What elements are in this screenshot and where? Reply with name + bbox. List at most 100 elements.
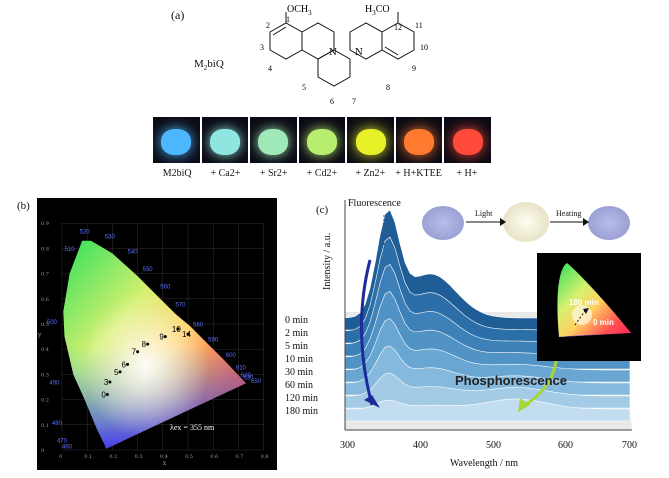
excitation-label: λex = 355 nm bbox=[170, 423, 215, 432]
cie-wavelength-tick: 570 bbox=[175, 302, 186, 308]
cie-x-tick: 0 bbox=[59, 454, 62, 460]
inset-label-0: 0 min bbox=[593, 318, 614, 327]
cie-point-label: 8 bbox=[142, 340, 147, 349]
cie-point-label: 9 bbox=[159, 333, 164, 342]
arrow-head-blue bbox=[364, 395, 380, 408]
atom-7: 7 bbox=[352, 97, 356, 106]
cie-point-label: 14 bbox=[182, 330, 191, 339]
substituent-right-h: H bbox=[365, 4, 372, 15]
cie-point bbox=[126, 362, 130, 366]
sample-after-photo bbox=[588, 206, 630, 240]
vial-photo bbox=[395, 117, 443, 163]
cie-x-tick: 0.5 bbox=[185, 454, 193, 460]
atom-5: 5 bbox=[302, 83, 306, 92]
cie-point bbox=[108, 380, 112, 384]
atom-4: 4 bbox=[268, 64, 272, 73]
x-tick: 400 bbox=[413, 440, 428, 451]
cie-x-label: x bbox=[163, 460, 167, 467]
fluorescence-label: Fluorescence bbox=[348, 198, 401, 209]
cie-wavelength-tick: 490 bbox=[49, 380, 60, 386]
substituent-right-tail: CO bbox=[376, 4, 390, 15]
panel-c-label: (c) bbox=[316, 204, 329, 216]
cie-point bbox=[105, 393, 109, 397]
cie-x-tick: 0.1 bbox=[84, 454, 92, 460]
cie-point bbox=[118, 370, 122, 374]
phosphorescence-label: Phosphorescence bbox=[455, 373, 567, 388]
series-label: 2 min bbox=[285, 328, 309, 339]
vial-photo bbox=[298, 117, 346, 163]
vial-photo bbox=[444, 117, 492, 163]
cie-wavelength-tick: 600 bbox=[226, 353, 237, 359]
atom-9: 9 bbox=[412, 64, 416, 73]
process-arrows bbox=[466, 218, 589, 226]
cie-point-label: 0 bbox=[101, 391, 106, 400]
sample-lit-photo bbox=[503, 202, 549, 242]
cie-wavelength-tick: 480 bbox=[52, 421, 63, 427]
vial-label: + Sr2+ bbox=[259, 168, 288, 179]
cie-y-tick: 0 bbox=[41, 448, 44, 454]
arrow-head-heating bbox=[583, 218, 589, 226]
cie-wavelength-tick: 620 bbox=[241, 373, 252, 379]
cie-wavelength-tick: 540 bbox=[128, 249, 139, 255]
svg-text:H3CO: H3CO bbox=[365, 4, 390, 17]
cie-point-label: 7 bbox=[132, 348, 137, 357]
vial-label: + Cd2+ bbox=[306, 168, 338, 179]
vial-label: + Ca2+ bbox=[210, 168, 241, 179]
vial-labels: M2biQ + Ca2+ + Sr2+ + Cd2+ + Zn2+ + H+KT… bbox=[153, 168, 491, 179]
series-label: 30 min bbox=[285, 367, 314, 378]
spectrum-layer bbox=[344, 345, 631, 396]
cie-y-tick: 0.3 bbox=[41, 372, 49, 378]
spectrum-layer bbox=[344, 372, 631, 409]
cie-wavelength-tick: 560 bbox=[160, 285, 171, 291]
arrow-head-green bbox=[518, 398, 530, 412]
cie-wavelength-tick: 650 bbox=[251, 379, 262, 385]
panel-b-label: (b) bbox=[17, 200, 30, 212]
inset-arrow-head bbox=[583, 308, 589, 314]
cie-x-tick: 0.6 bbox=[210, 454, 218, 460]
atom-6: 6 bbox=[330, 97, 334, 106]
vial-photo-strip bbox=[153, 117, 492, 163]
compound-name: M2biQ bbox=[194, 58, 224, 73]
vial-photo bbox=[201, 117, 249, 163]
cie-wavelength-tick: 530 bbox=[105, 234, 116, 240]
cie-x-tick: 0.4 bbox=[160, 454, 168, 460]
cie-y-label: y bbox=[37, 332, 42, 339]
cie-wavelength-tick: 630 bbox=[243, 375, 254, 381]
vial-label: M2biQ bbox=[162, 168, 192, 179]
series-label: 180 min bbox=[285, 406, 319, 417]
inset-label-180: 180 min bbox=[569, 298, 599, 307]
spectrum-layer bbox=[344, 318, 631, 383]
cie-y-tick: 0.2 bbox=[41, 398, 49, 404]
ring-n-right: N bbox=[355, 48, 363, 58]
cie-wavelength-tick: 520 bbox=[80, 229, 91, 235]
cie-point bbox=[186, 332, 190, 336]
cie-y-tick: 0.5 bbox=[41, 322, 49, 328]
cie-wavelength-tick: 590 bbox=[208, 338, 219, 344]
x-axis-label: Wavelength / nm bbox=[450, 458, 519, 469]
cie-x-tick: 0.7 bbox=[235, 454, 243, 460]
x-tick: 700 bbox=[622, 440, 637, 451]
x-tick: 600 bbox=[558, 440, 573, 451]
heating-label: Heating bbox=[556, 209, 582, 218]
x-tick: 500 bbox=[486, 440, 501, 451]
cie-wavelength-tick: 580 bbox=[193, 323, 204, 329]
cie-point bbox=[136, 350, 140, 354]
cie-y-tick: 0.7 bbox=[41, 272, 49, 278]
panel-a-label: (a) bbox=[171, 8, 185, 22]
vial-photo bbox=[347, 117, 394, 163]
m2biq-structure: OCH3 H3CO N N 2 1 12 11 3 10 4 9 5 6 7 8 bbox=[260, 4, 428, 106]
series-label: 10 min bbox=[285, 354, 314, 365]
cie-white-region bbox=[63, 240, 246, 449]
sample-before-photo bbox=[422, 206, 464, 240]
vial-glow bbox=[161, 129, 192, 156]
substituent-left: OCH bbox=[287, 4, 308, 15]
svg-text:OCH3: OCH3 bbox=[287, 4, 312, 17]
vial-photo bbox=[250, 117, 297, 163]
ring-n-left: N bbox=[329, 48, 337, 58]
cie-y-tick: 0.1 bbox=[41, 423, 49, 429]
cie-point bbox=[146, 342, 150, 346]
atom-1: 1 bbox=[286, 15, 290, 24]
